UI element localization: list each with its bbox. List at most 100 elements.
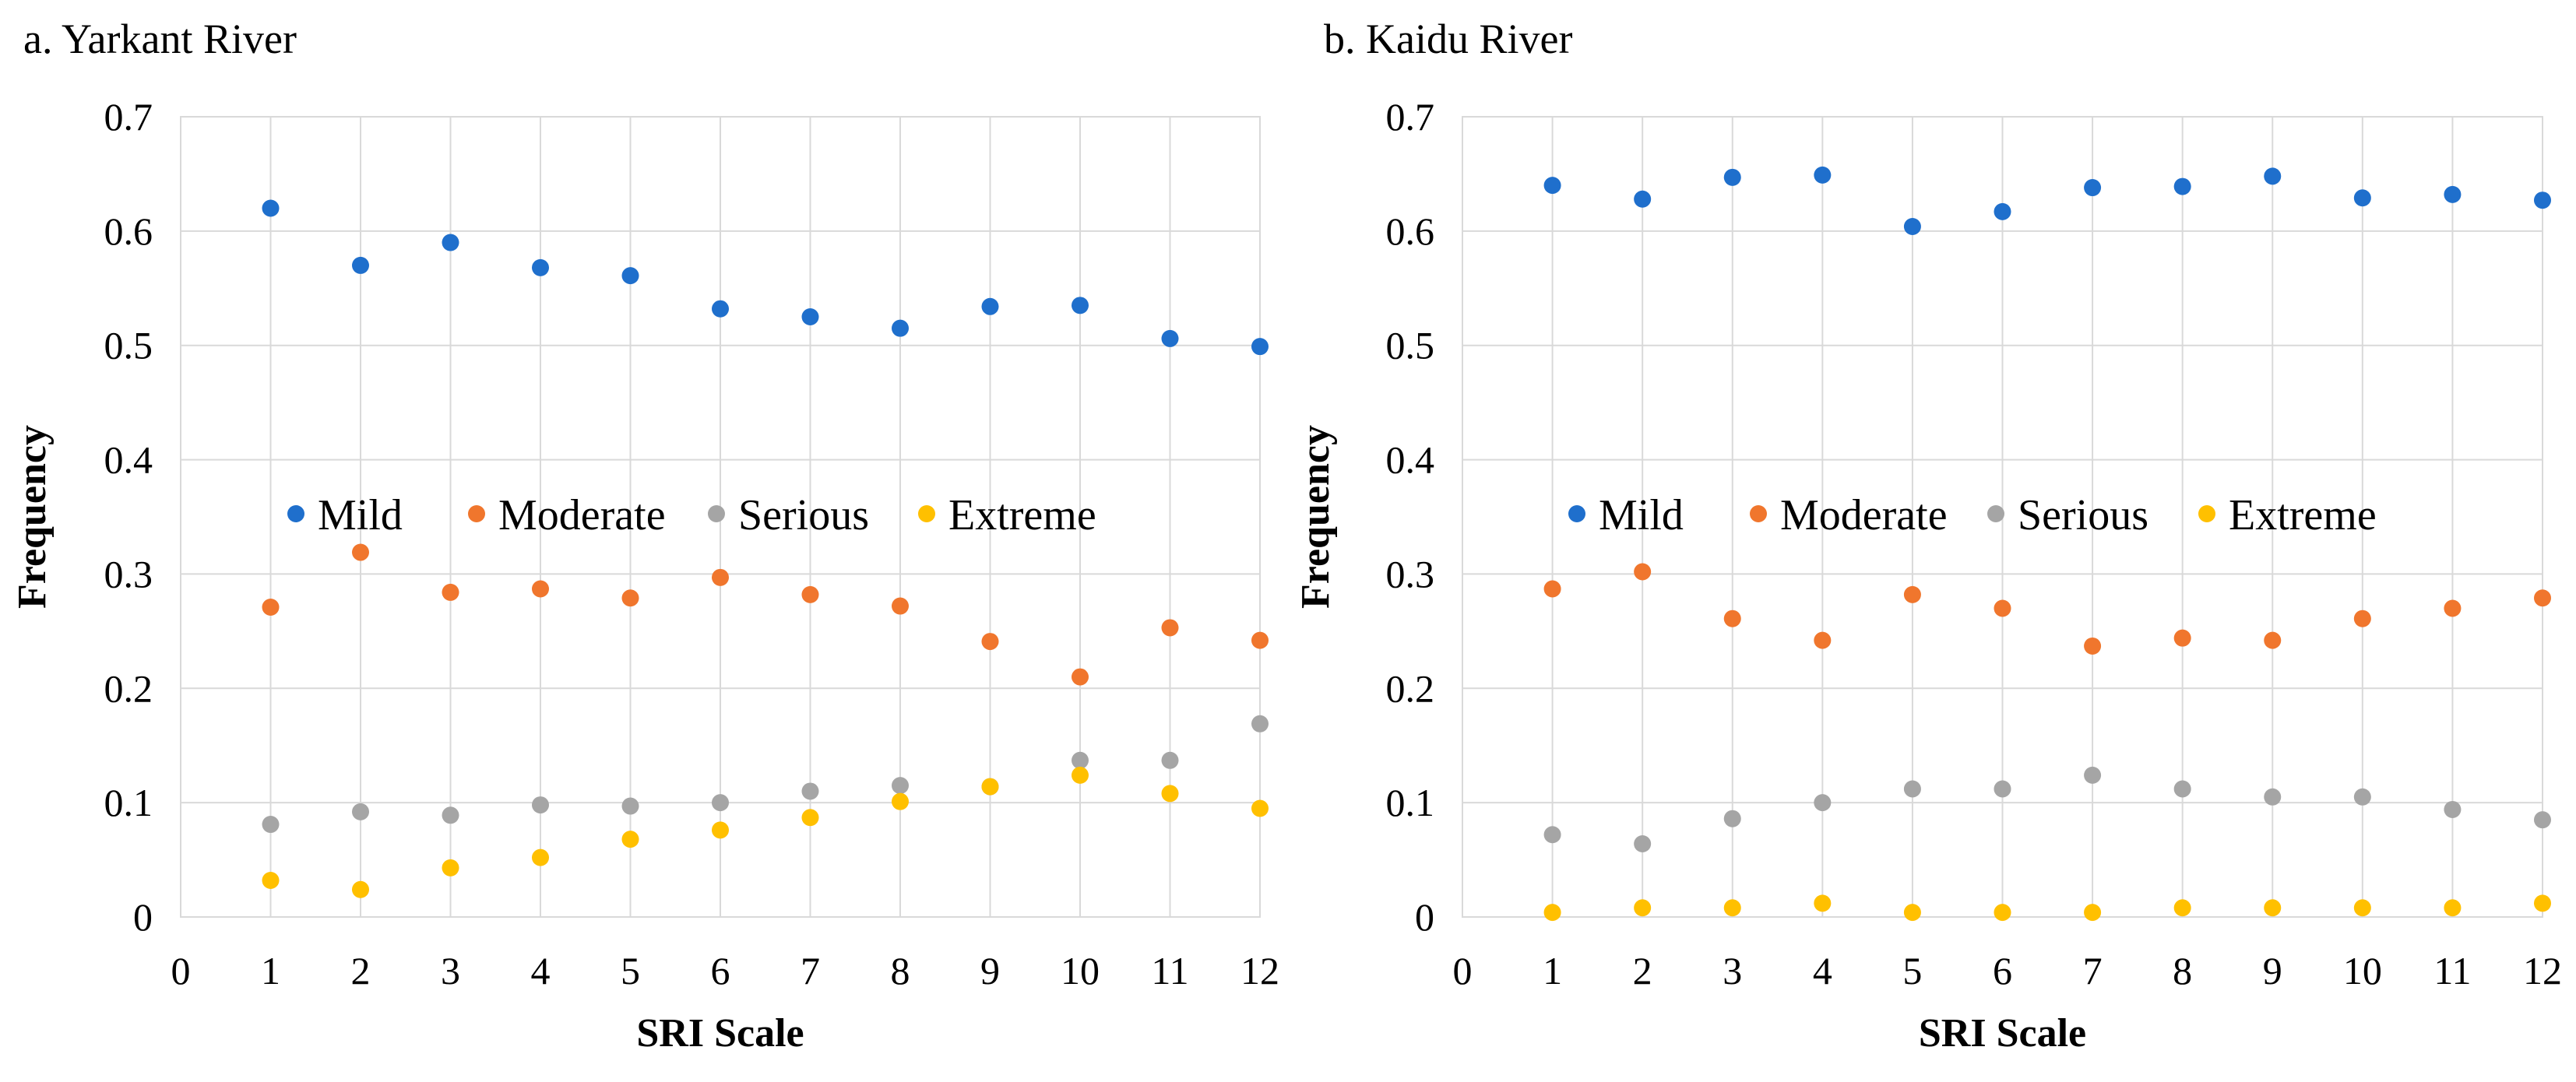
data-point-serious	[621, 797, 639, 815]
data-point-serious	[2534, 811, 2551, 829]
series-moderate	[262, 543, 1269, 686]
legend-marker-mild	[287, 505, 304, 522]
data-point-mild	[1072, 297, 1089, 314]
legend-label-mild: Mild	[318, 491, 403, 539]
y-tick-label: 0	[1415, 895, 1434, 939]
y-tick-label: 0.2	[1386, 666, 1435, 710]
data-point-mild	[1634, 190, 1652, 208]
x-tick-label: 11	[2433, 949, 2471, 992]
data-point-moderate	[2534, 589, 2551, 607]
y-tick-label: 0.7	[104, 95, 153, 139]
x-tick-label: 8	[2173, 949, 2192, 992]
series-extreme	[262, 766, 1269, 898]
x-tick-label: 2	[1633, 949, 1652, 992]
data-point-moderate	[1994, 599, 2011, 617]
data-point-moderate	[2264, 631, 2282, 649]
y-tick-label: 0.6	[1386, 209, 1435, 253]
data-point-mild	[1814, 166, 1832, 184]
legend: Mild Moderate Serious Extreme	[287, 491, 1096, 539]
legend-marker-extreme	[2198, 505, 2215, 522]
x-tick-label: 6	[1993, 949, 2012, 992]
legend-label-moderate: Moderate	[1780, 491, 1948, 539]
x-tick-label: 3	[441, 949, 460, 992]
legend-label-serious: Serious	[2018, 491, 2148, 539]
data-point-mild	[1251, 338, 1269, 356]
data-point-extreme	[2353, 899, 2371, 917]
data-point-mild	[532, 258, 549, 276]
data-point-extreme	[2534, 894, 2551, 912]
data-point-extreme	[801, 809, 819, 827]
data-point-mild	[801, 308, 819, 325]
data-point-moderate	[352, 543, 369, 561]
data-point-serious	[1903, 780, 1921, 798]
data-point-moderate	[1543, 580, 1561, 598]
data-point-extreme	[442, 859, 459, 876]
legend-marker-moderate	[468, 505, 485, 522]
data-point-extreme	[2173, 899, 2191, 917]
data-point-moderate	[1723, 610, 1741, 627]
data-point-mild	[712, 300, 729, 318]
data-point-serious	[1072, 751, 1089, 769]
data-point-mild	[1994, 202, 2011, 220]
data-point-moderate	[1161, 619, 1179, 637]
data-point-mild	[262, 199, 280, 217]
plot-area	[180, 116, 1261, 918]
x-tick-label: 7	[801, 949, 820, 992]
x-tick-label: 4	[1813, 949, 1832, 992]
data-point-mild	[621, 267, 639, 285]
y-tick-label: 0.4	[1386, 438, 1435, 482]
data-point-serious	[2444, 800, 2462, 818]
legend-marker-extreme	[918, 505, 935, 522]
chart-panel-a: a. Yarkant River 0 0.1 0.2 0.3 0.4 0.5 0.6 0.7 0 1…	[10, 16, 1279, 1056]
x-tick-label: 5	[621, 949, 640, 992]
y-tick-label: 0.7	[1386, 95, 1435, 139]
x-tick-label: 2	[351, 949, 371, 992]
data-point-serious	[532, 796, 549, 814]
data-point-moderate	[1903, 585, 1921, 603]
x-tick-label: 12	[2523, 949, 2562, 992]
data-point-extreme	[2264, 899, 2282, 917]
data-point-extreme	[1634, 899, 1652, 917]
data-point-serious	[2353, 788, 2371, 806]
data-point-serious	[2084, 766, 2102, 784]
x-tick-label: 12	[1240, 949, 1279, 992]
data-point-mild	[1723, 168, 1741, 186]
x-tick-label: 11	[1151, 949, 1188, 992]
data-point-moderate	[801, 585, 819, 603]
data-point-extreme	[892, 792, 909, 810]
x-tick-label: 4	[531, 949, 551, 992]
data-point-serious	[442, 806, 459, 824]
data-point-extreme	[1994, 904, 2011, 922]
x-tick-label: 8	[891, 949, 910, 992]
y-tick-label: 0	[133, 895, 153, 939]
data-point-serious	[1251, 715, 1269, 732]
data-point-serious	[1161, 751, 1179, 769]
series-serious	[262, 715, 1269, 834]
legend-marker-moderate	[1750, 505, 1767, 522]
x-tick-label: 1	[1543, 949, 1562, 992]
data-point-moderate	[1634, 563, 1652, 581]
y-tick-label: 0.1	[104, 781, 153, 824]
y-tick-label: 0.1	[1386, 781, 1435, 824]
x-tick-label: 10	[2343, 949, 2382, 992]
data-point-moderate	[712, 568, 729, 586]
chart-title: b. Kaidu River	[1324, 16, 1572, 62]
data-point-mild	[981, 297, 999, 315]
data-point-mild	[442, 234, 459, 251]
data-point-extreme	[352, 880, 369, 898]
series-extreme	[1543, 894, 2551, 922]
y-tick-label: 0.5	[104, 324, 153, 367]
legend-label-extreme: Extreme	[2229, 491, 2377, 539]
data-point-mild	[2264, 167, 2282, 185]
data-point-mild	[1161, 329, 1179, 347]
y-axis-title: Frequency	[10, 425, 55, 609]
data-point-serious	[1723, 810, 1741, 827]
data-point-extreme	[262, 872, 280, 890]
x-axis-title: SRI Scale	[636, 1011, 804, 1056]
data-point-extreme	[2444, 899, 2462, 917]
y-tick-label: 0.3	[104, 552, 153, 595]
data-point-extreme	[532, 848, 549, 866]
y-tick-label: 0.5	[1386, 324, 1435, 367]
y-tick-label: 0.2	[104, 666, 153, 710]
